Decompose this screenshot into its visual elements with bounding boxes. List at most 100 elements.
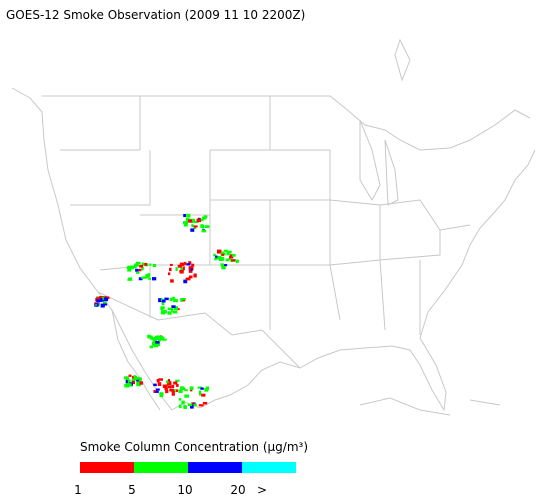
smoke-pixel [220, 251, 224, 254]
smoke-pixel [153, 343, 159, 348]
smoke-pixel [231, 259, 236, 262]
map-title: GOES-12 Smoke Observation (2009 11 10 22… [6, 8, 305, 22]
smoke-pixel [204, 225, 210, 229]
smoke-pixel [201, 393, 206, 397]
smoke-pixel [226, 251, 230, 256]
smoke-pixel [159, 336, 165, 340]
smoke-pixel [191, 224, 194, 228]
smoke-pixel [190, 268, 193, 271]
smoke-pixel [152, 339, 156, 342]
smoke-pixel [188, 269, 193, 273]
smoke-pixel [189, 386, 194, 391]
smoke-pixels [94, 213, 240, 409]
smoke-pixel [189, 275, 193, 279]
smoke-pixel [191, 263, 195, 267]
smoke-pixel [103, 301, 107, 306]
smoke-pixel [160, 306, 165, 310]
smoke-pixel [221, 266, 226, 270]
smoke-pixel [200, 224, 204, 228]
smoke-pixel [133, 375, 137, 378]
legend-title: Smoke Column Concentration (μg/m³) [80, 440, 308, 454]
smoke-pixel [103, 297, 107, 301]
smoke-pixel [185, 217, 190, 221]
smoke-pixel [149, 263, 152, 266]
smoke-pixel [166, 380, 169, 384]
smoke-pixel [167, 311, 172, 315]
state-line [60, 96, 471, 335]
smoke-pixel [133, 263, 139, 267]
smoke-pixel [153, 383, 157, 387]
legend-swatch [80, 462, 134, 473]
smoke-pixel [228, 257, 232, 260]
smoke-pixel [155, 337, 159, 340]
lakes [359, 38, 411, 206]
smoke-pixel [231, 253, 236, 257]
smoke-pixel [132, 266, 137, 269]
smoke-pixel [193, 273, 197, 278]
smoke-pixel [171, 384, 175, 388]
smoke-pixel [169, 297, 172, 301]
smoke-pixel [188, 266, 194, 270]
smoke-pixel [219, 257, 223, 261]
smoke-pixel [235, 259, 239, 263]
smoke-pixel [202, 216, 207, 220]
smoke-pixel [157, 342, 161, 346]
smoke-pixel [134, 376, 140, 380]
coastline [11, 87, 536, 412]
smoke-pixel [158, 298, 163, 303]
smoke-pixel [127, 377, 130, 381]
smoke-pixel [149, 345, 154, 349]
smoke-pixel [216, 255, 222, 260]
smoke-pixel [156, 379, 160, 383]
smoke-pixel [213, 253, 216, 257]
smoke-pixel [138, 379, 142, 383]
legend-label: 1 [74, 483, 82, 497]
smoke-pixel [179, 262, 185, 266]
smoke-pixel [152, 277, 157, 281]
smoke-pixel [153, 390, 159, 393]
smoke-pixel [224, 249, 228, 252]
smoke-pixel [148, 277, 151, 280]
smoke-pixel [183, 214, 186, 218]
smoke-pixel [205, 386, 210, 391]
smoke-pixel [160, 310, 166, 315]
smoke-pixel [217, 249, 222, 254]
smoke-pixel [215, 255, 218, 258]
smoke-pixel [159, 393, 164, 398]
smoke-pixel [196, 218, 201, 223]
smoke-pixel [152, 263, 157, 268]
smoke-pixel [135, 268, 139, 272]
smoke-pixel [176, 384, 179, 387]
smoke-pixel [229, 255, 234, 259]
smoke-pixel [162, 299, 166, 303]
smoke-pixel [188, 261, 192, 265]
legend-label: 5 [128, 483, 136, 497]
smoke-pixel [186, 219, 190, 223]
smoke-pixel [198, 404, 204, 407]
smoke-pixel [178, 398, 182, 401]
smoke-pixel [139, 381, 143, 385]
state-lines [60, 96, 471, 335]
smoke-pixel [193, 226, 197, 230]
smoke-pixel [129, 265, 134, 270]
smoke-pixel [190, 218, 196, 223]
smoke-pixel [131, 378, 136, 381]
smoke-pixel [178, 389, 183, 394]
smoke-pixel [139, 377, 142, 380]
smoke-pixel [168, 272, 171, 276]
smoke-pixel [165, 390, 169, 394]
legend-swatch [134, 462, 188, 473]
caribbean [359, 397, 501, 416]
smoke-pixel [170, 279, 174, 283]
smoke-pixel [157, 382, 162, 387]
legend-swatch [242, 462, 296, 473]
smoke-pixel [136, 381, 140, 385]
smoke-pixel [158, 339, 162, 342]
smoke-pixel [180, 267, 184, 272]
smoke-pixel [197, 386, 203, 389]
smoke-pixel [181, 400, 185, 405]
smoke-pixel [155, 388, 160, 391]
smoke-pixel [183, 405, 187, 409]
smoke-pixel [100, 303, 105, 308]
smoke-pixel [223, 264, 228, 267]
